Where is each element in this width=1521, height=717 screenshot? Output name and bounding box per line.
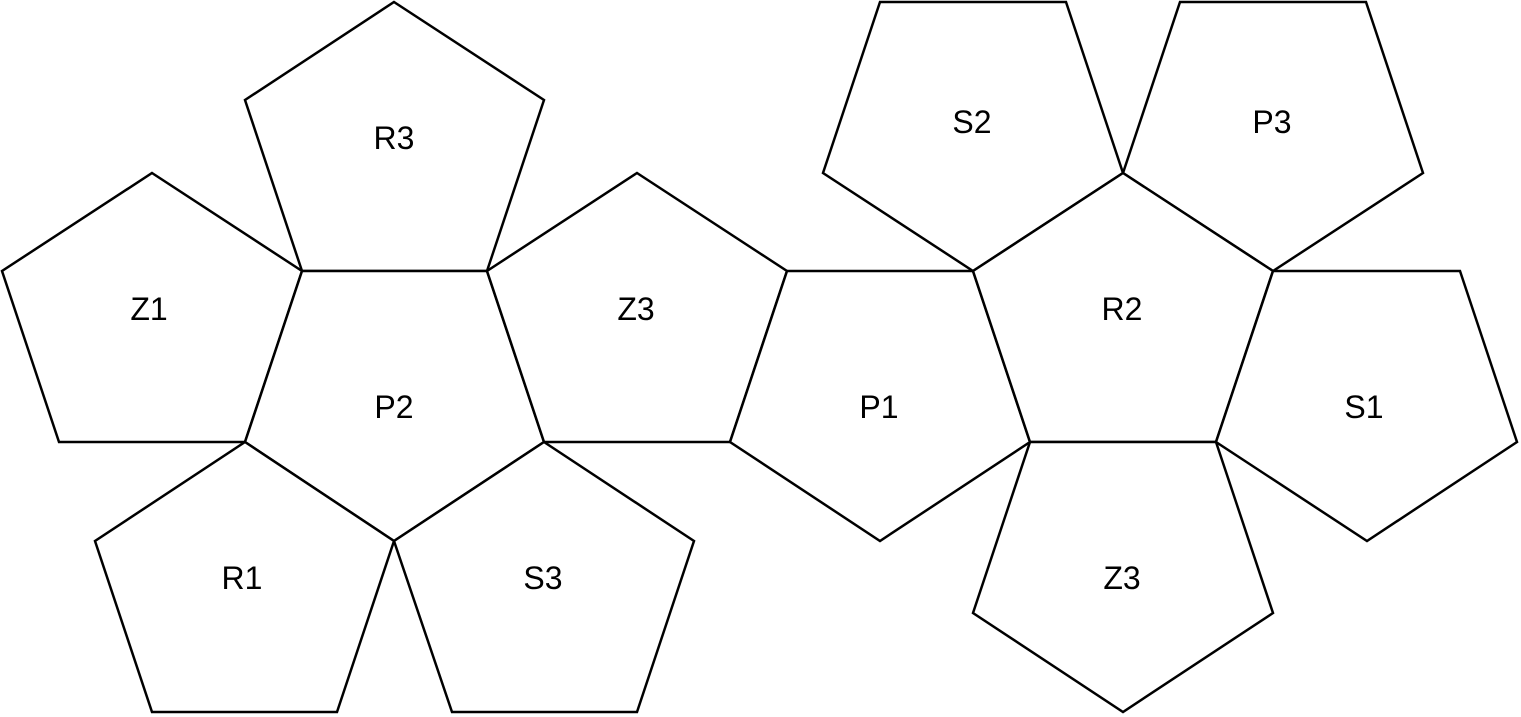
face-p1: P1 xyxy=(728,269,1032,543)
face-z3-right: Z3 xyxy=(971,440,1275,714)
face-label: S1 xyxy=(1344,389,1383,425)
face-label: R1 xyxy=(222,560,263,596)
face-s1: S1 xyxy=(1214,269,1519,543)
face-s2: S2 xyxy=(821,0,1125,273)
face-p2: P2 xyxy=(243,269,546,543)
face-label: S2 xyxy=(952,104,991,140)
face-label: Z1 xyxy=(130,291,167,327)
face-r3: R3 xyxy=(243,0,546,273)
face-label: S3 xyxy=(523,560,562,596)
face-label: P2 xyxy=(374,389,413,425)
face-label: P1 xyxy=(859,389,898,425)
face-r1: R1 xyxy=(93,440,396,714)
face-label: R3 xyxy=(374,120,415,156)
face-s3: S3 xyxy=(392,440,696,714)
face-label: Z3 xyxy=(617,291,654,327)
face-label: Z3 xyxy=(1103,560,1140,596)
face-p3: P3 xyxy=(1121,0,1425,273)
face-label: R2 xyxy=(1102,291,1143,327)
face-z3-left: Z3 xyxy=(485,171,789,444)
face-label: P3 xyxy=(1252,104,1291,140)
face-z1: Z1 xyxy=(0,171,304,444)
